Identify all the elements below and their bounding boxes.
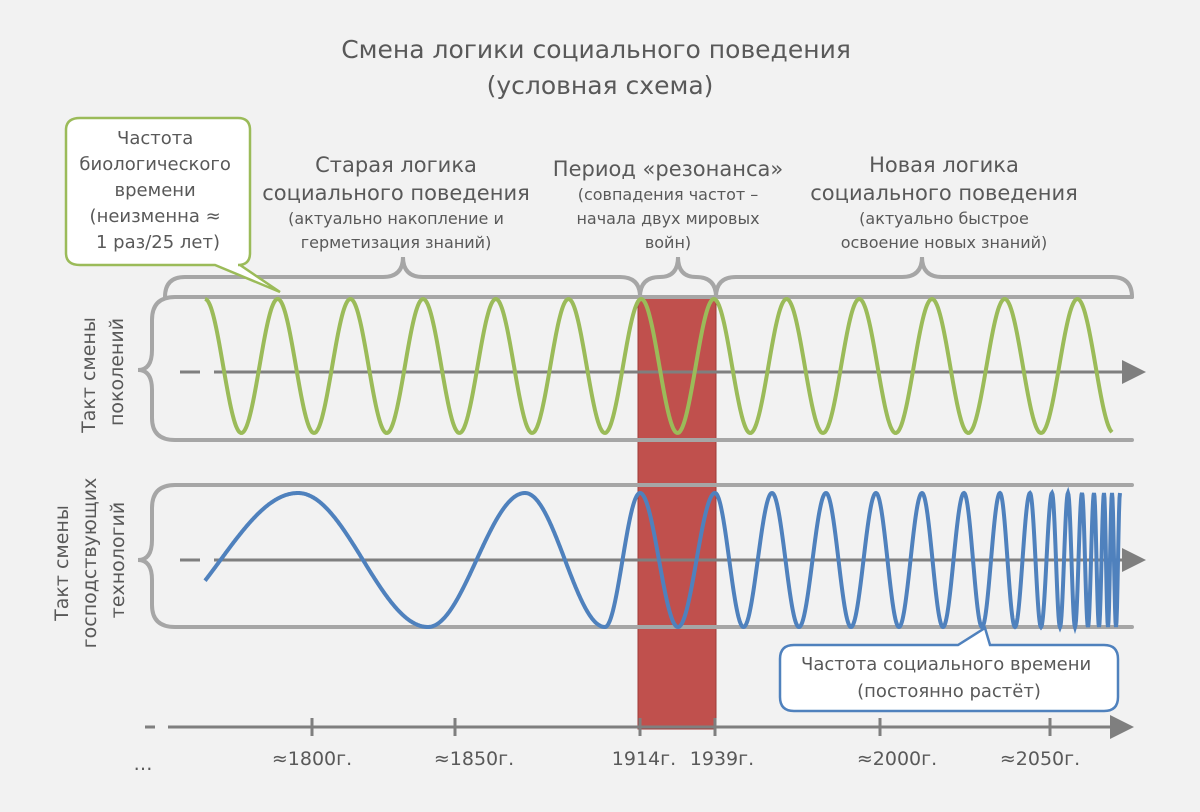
row-label-line: Такт смены xyxy=(78,317,100,434)
row-label-line: поколений xyxy=(106,318,128,426)
timeline-label: 1914г. xyxy=(612,748,676,770)
timeline-ticks xyxy=(310,718,1052,736)
row-label: Такт смены поколений xyxy=(78,311,128,434)
callout-line: 1 раз/25 лет) xyxy=(96,232,220,253)
timeline-label: ≈1800г. xyxy=(272,748,352,770)
period-heading: социального поведения xyxy=(262,181,529,205)
period-note: начала двух мировых xyxy=(576,209,759,228)
period-note: войн) xyxy=(645,233,691,252)
svg-text:(совпадения частот –начала дву: (совпадения частот – начала двух мировых в… xyxy=(576,185,759,252)
period-heading: социального поведения xyxy=(810,181,1077,205)
callout-line: времени xyxy=(115,180,196,201)
biological-callout xyxy=(64,116,281,294)
row-label-line: господствующих xyxy=(79,478,101,649)
period-texts: Старая логика социального поведения (акту… xyxy=(262,153,1077,252)
timeline-labels: … ≈1800г. ≈1850г. 1914г. 1939г. ≈2000г. … xyxy=(134,748,1081,775)
timeline-label: ≈1850г. xyxy=(434,748,514,770)
callout-line: (постоянно растёт) xyxy=(857,681,1041,702)
period-note: герметизация знаний) xyxy=(301,233,492,252)
social-callout-text: Частота социального времени (постоянно р… xyxy=(801,654,1097,702)
row-label: Такт смены господствующих технологий xyxy=(51,472,129,649)
period-note: (совпадения частот – xyxy=(578,185,759,204)
callout-line: (неизменна ≈ xyxy=(90,206,221,227)
period-note: (актуально быстрое xyxy=(859,209,1029,228)
row-frame xyxy=(137,295,1134,442)
callout-line: Частота xyxy=(117,128,193,149)
timeline-start: … xyxy=(134,753,153,775)
row-frame xyxy=(137,483,1134,629)
social-wave xyxy=(203,486,1122,635)
timeline-label: 1939г. xyxy=(690,748,754,770)
period-heading: Новая логика xyxy=(869,153,1019,177)
row-label-line: технологий xyxy=(107,502,129,619)
callout-line: биологического xyxy=(79,154,230,175)
biological-wave xyxy=(204,296,1114,436)
period-note: освоение новых знаний) xyxy=(841,233,1048,252)
timeline-label: ≈2050г. xyxy=(1000,748,1080,770)
callout-line: Частота социального времени xyxy=(801,654,1091,675)
row-label-line: Такт смены xyxy=(51,505,73,622)
title-line: Смена логики социального поведения xyxy=(341,35,851,64)
social-callout xyxy=(778,626,1120,713)
title-line: (условная схема) xyxy=(487,71,714,100)
svg-text:Период «резонанса»: Период «резонанса» xyxy=(553,157,783,181)
period-heading: Период «резонанса» xyxy=(553,157,783,181)
title: Смена логики социального поведения (усло… xyxy=(341,35,859,100)
period-brace xyxy=(163,256,1134,299)
period-heading: Старая логика xyxy=(315,153,477,177)
biological-callout-text: Частота биологического времени (неизменн… xyxy=(79,128,236,253)
timeline-label: ≈2000г. xyxy=(857,748,937,770)
period-note: (актуально накопление и xyxy=(288,209,504,228)
